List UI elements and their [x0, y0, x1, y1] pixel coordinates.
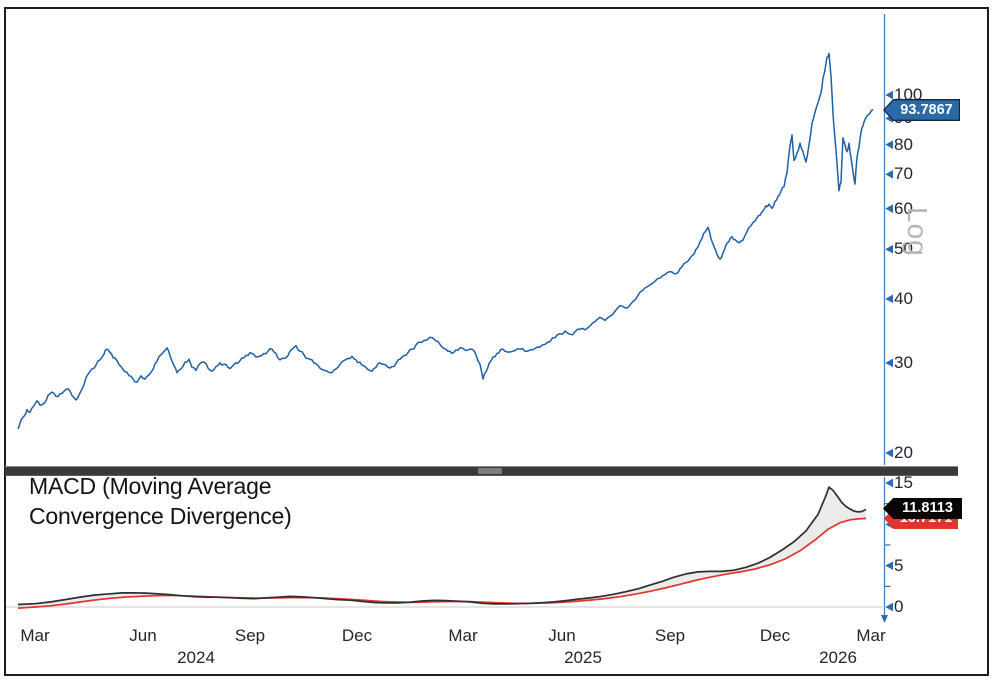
macd-tick-label: 5 — [894, 555, 904, 575]
divider-drag-handle[interactable] — [478, 468, 502, 474]
macd-title-line1: MACD (Moving Average — [29, 473, 272, 499]
macd-tick-label: 0 — [894, 597, 904, 616]
x-axis-year-label: 2025 — [564, 648, 602, 667]
price-tick-label: 40 — [894, 288, 913, 308]
tick-arrow-icon — [885, 90, 893, 100]
x-axis-month-label: Dec — [759, 626, 791, 645]
x-axis-month-label: Mar — [448, 626, 478, 645]
tick-arrow-icon — [885, 561, 893, 570]
tick-arrow-icon — [885, 294, 893, 304]
price-line — [17, 52, 874, 430]
panel-divider — [5, 466, 958, 476]
tick-arrow-icon — [885, 358, 893, 368]
tick-arrow-icon — [885, 602, 893, 612]
last-price-value: 93.7867 — [900, 102, 953, 118]
macd-line — [17, 486, 867, 606]
macd-value-tag: 11.8113 — [883, 498, 962, 519]
tick-arrow-icon — [885, 478, 893, 488]
x-axis-month-label: Jun — [129, 626, 157, 645]
price-tick-label: 80 — [894, 134, 913, 154]
x-axis-month-label: Mar — [20, 626, 50, 645]
macd-tick-label: 15 — [894, 472, 913, 492]
price-tick-label: 50 — [894, 239, 913, 259]
last-price-tag-body — [884, 100, 959, 120]
x-axis-month-label: Dec — [341, 626, 373, 645]
x-axis-year-label: 2024 — [177, 648, 215, 667]
x-axis-month-label: Sep — [234, 626, 266, 645]
last-price-tag: 93.7867 — [883, 99, 960, 121]
macd-title-line2: Convergence Divergence) — [29, 503, 292, 529]
x-axis-month-label: Mar — [856, 626, 886, 645]
tick-arrow-icon — [885, 140, 893, 149]
tick-arrow-icon — [885, 170, 893, 179]
chart-frame — [4, 7, 989, 676]
price-tick-label: 70 — [894, 164, 913, 184]
tick-arrow-icon — [885, 204, 893, 213]
x-axis-year-label: 2026 — [819, 648, 857, 667]
price-tick-label: 20 — [894, 443, 913, 463]
x-axis-month-label: Jun — [548, 626, 576, 645]
macd-value: 11.8113 — [902, 500, 953, 516]
tick-arrow-icon — [885, 448, 893, 458]
axis-end-arrow-icon — [881, 615, 888, 623]
macd-fill-area — [18, 487, 866, 609]
price-tick-label: 30 — [894, 352, 913, 372]
price-tick-label: 60 — [894, 198, 913, 218]
tick-arrow-icon — [885, 244, 893, 254]
log-scale-label[interactable]: Log — [902, 207, 933, 257]
x-axis-month-label: Sep — [654, 626, 686, 645]
